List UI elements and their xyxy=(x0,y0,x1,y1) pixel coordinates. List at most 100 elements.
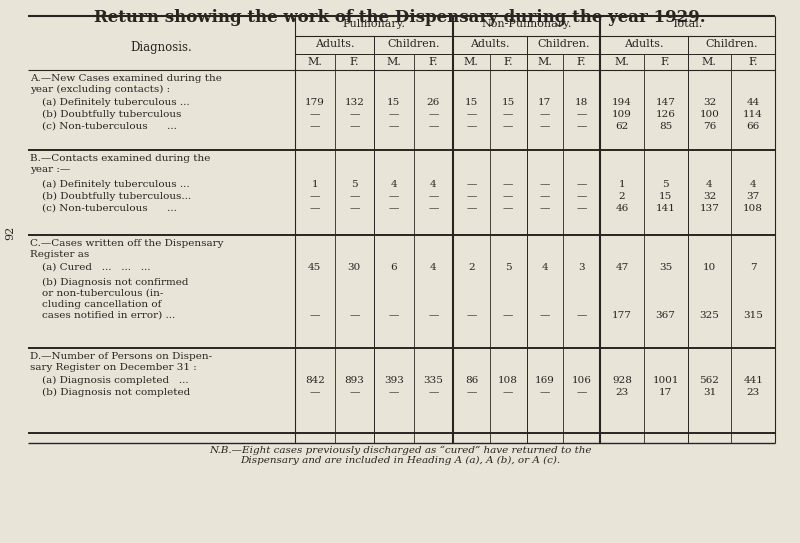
Text: cluding cancellation of: cluding cancellation of xyxy=(42,300,162,309)
Text: 4: 4 xyxy=(390,180,397,189)
Text: 1001: 1001 xyxy=(652,376,679,385)
Text: year (excluding contacts) :: year (excluding contacts) : xyxy=(30,85,170,94)
Text: —: — xyxy=(428,122,438,131)
Text: Adults.: Adults. xyxy=(314,39,354,49)
Text: —: — xyxy=(503,204,514,213)
Text: (c) Non-tuberculous      ...: (c) Non-tuberculous ... xyxy=(42,122,177,131)
Text: F.: F. xyxy=(661,57,670,67)
Text: —: — xyxy=(577,204,587,213)
Text: cases notified in error) ...: cases notified in error) ... xyxy=(42,311,175,320)
Text: —: — xyxy=(428,110,438,119)
Text: —: — xyxy=(310,311,320,320)
Text: F.: F. xyxy=(429,57,438,67)
Text: F.: F. xyxy=(577,57,586,67)
Text: 5: 5 xyxy=(505,263,511,272)
Text: year :—: year :— xyxy=(30,165,70,174)
Text: Return showing the work of the Dispensary during the year 1929.: Return showing the work of the Dispensar… xyxy=(94,9,706,26)
Text: 367: 367 xyxy=(656,311,675,320)
Text: —: — xyxy=(389,192,399,201)
Text: —: — xyxy=(349,204,359,213)
Text: —: — xyxy=(389,110,399,119)
Text: —: — xyxy=(577,192,587,201)
Text: 893: 893 xyxy=(344,376,364,385)
Text: Total.: Total. xyxy=(672,19,703,29)
Text: —: — xyxy=(577,122,587,131)
Text: —: — xyxy=(349,388,359,397)
Text: M.: M. xyxy=(386,57,401,67)
Text: 18: 18 xyxy=(575,98,588,107)
Text: 132: 132 xyxy=(344,98,364,107)
Text: 31: 31 xyxy=(702,388,716,397)
Text: 4: 4 xyxy=(542,263,548,272)
Text: —: — xyxy=(540,311,550,320)
Text: —: — xyxy=(503,122,514,131)
Text: —: — xyxy=(389,311,399,320)
Text: 17: 17 xyxy=(538,98,551,107)
Text: Diagnosis.: Diagnosis. xyxy=(130,41,192,54)
Text: sary Register on December 31 :: sary Register on December 31 : xyxy=(30,363,197,372)
Text: —: — xyxy=(466,204,477,213)
Text: 4: 4 xyxy=(430,263,437,272)
Text: F.: F. xyxy=(748,57,758,67)
Text: 441: 441 xyxy=(743,376,763,385)
Text: B.—Contacts examined during the: B.—Contacts examined during the xyxy=(30,154,210,163)
Text: 37: 37 xyxy=(746,192,760,201)
Text: —: — xyxy=(389,388,399,397)
Text: —: — xyxy=(310,122,320,131)
Text: (a) Definitely tuberculous ...: (a) Definitely tuberculous ... xyxy=(42,180,190,189)
Text: 1: 1 xyxy=(618,180,625,189)
Text: 177: 177 xyxy=(612,311,632,320)
Text: Children.: Children. xyxy=(537,39,590,49)
Text: 45: 45 xyxy=(308,263,322,272)
Text: or non-tuberculous (in-: or non-tuberculous (in- xyxy=(42,289,163,298)
Text: (a) Definitely tuberculous ...: (a) Definitely tuberculous ... xyxy=(42,98,190,107)
Text: (b) Diagnosis not confirmed: (b) Diagnosis not confirmed xyxy=(42,278,189,287)
Text: 928: 928 xyxy=(612,376,632,385)
Text: —: — xyxy=(389,122,399,131)
Text: 86: 86 xyxy=(465,376,478,385)
Text: 842: 842 xyxy=(305,376,325,385)
Text: 3: 3 xyxy=(578,263,585,272)
Text: 1: 1 xyxy=(311,180,318,189)
Text: 4: 4 xyxy=(706,180,713,189)
Text: Adults.: Adults. xyxy=(624,39,663,49)
Text: 106: 106 xyxy=(572,376,591,385)
Text: M.: M. xyxy=(307,57,322,67)
Text: 169: 169 xyxy=(535,376,555,385)
Text: 30: 30 xyxy=(348,263,361,272)
Text: —: — xyxy=(503,180,514,189)
Text: 44: 44 xyxy=(746,98,760,107)
Text: 194: 194 xyxy=(612,98,632,107)
Text: Adults.: Adults. xyxy=(470,39,510,49)
Text: 66: 66 xyxy=(746,122,760,131)
Text: (b) Doubtfully tuberculous: (b) Doubtfully tuberculous xyxy=(42,110,182,119)
Text: —: — xyxy=(577,180,587,189)
Text: M.: M. xyxy=(614,57,630,67)
Text: —: — xyxy=(428,311,438,320)
Text: M.: M. xyxy=(538,57,552,67)
Text: 10: 10 xyxy=(702,263,716,272)
Text: M.: M. xyxy=(702,57,717,67)
Text: Children.: Children. xyxy=(705,39,758,49)
Text: F.: F. xyxy=(503,57,513,67)
Text: (a) Diagnosis completed   ...: (a) Diagnosis completed ... xyxy=(42,376,189,385)
Text: 62: 62 xyxy=(615,122,629,131)
Text: 17: 17 xyxy=(659,388,672,397)
Text: 23: 23 xyxy=(615,388,629,397)
Text: —: — xyxy=(310,110,320,119)
Text: 393: 393 xyxy=(384,376,404,385)
Text: —: — xyxy=(577,311,587,320)
Text: —: — xyxy=(310,192,320,201)
Text: 179: 179 xyxy=(305,98,325,107)
Text: —: — xyxy=(349,110,359,119)
Text: —: — xyxy=(466,311,477,320)
Text: 7: 7 xyxy=(750,263,757,272)
Text: 335: 335 xyxy=(423,376,443,385)
Text: 35: 35 xyxy=(659,263,672,272)
Text: 114: 114 xyxy=(743,110,763,119)
Text: —: — xyxy=(310,204,320,213)
Text: —: — xyxy=(466,110,477,119)
Text: —: — xyxy=(466,388,477,397)
Text: 6: 6 xyxy=(390,263,397,272)
Text: 126: 126 xyxy=(656,110,675,119)
